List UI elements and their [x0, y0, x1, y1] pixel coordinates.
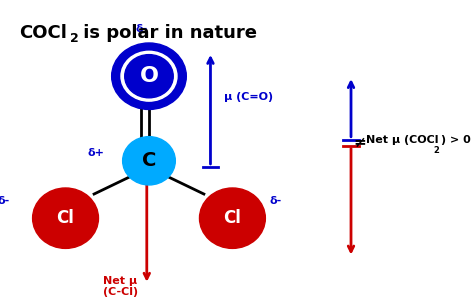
Text: 2: 2 [434, 146, 439, 155]
Text: Cl: Cl [56, 209, 74, 227]
Text: COCl: COCl [19, 24, 67, 42]
Ellipse shape [121, 51, 177, 101]
Text: C: C [142, 151, 156, 170]
Text: O: O [139, 66, 158, 86]
Text: δ+: δ+ [88, 148, 104, 158]
Text: 2: 2 [70, 32, 79, 45]
Ellipse shape [125, 55, 173, 98]
Text: δ-: δ- [0, 196, 9, 206]
Ellipse shape [112, 43, 186, 109]
Text: μ (C=O): μ (C=O) [224, 92, 273, 102]
Text: is polar in nature: is polar in nature [77, 24, 257, 42]
Text: ) > 0: ) > 0 [441, 135, 471, 145]
Ellipse shape [33, 188, 99, 248]
Text: ≠: ≠ [353, 135, 366, 150]
Text: Cl: Cl [223, 209, 241, 227]
Ellipse shape [123, 136, 175, 185]
Text: Net μ
(C-Cl): Net μ (C-Cl) [103, 276, 138, 297]
Text: δ-: δ- [270, 196, 282, 206]
Ellipse shape [200, 188, 265, 248]
Text: Net μ (COCl: Net μ (COCl [366, 135, 439, 145]
Text: δ-: δ- [136, 24, 148, 34]
